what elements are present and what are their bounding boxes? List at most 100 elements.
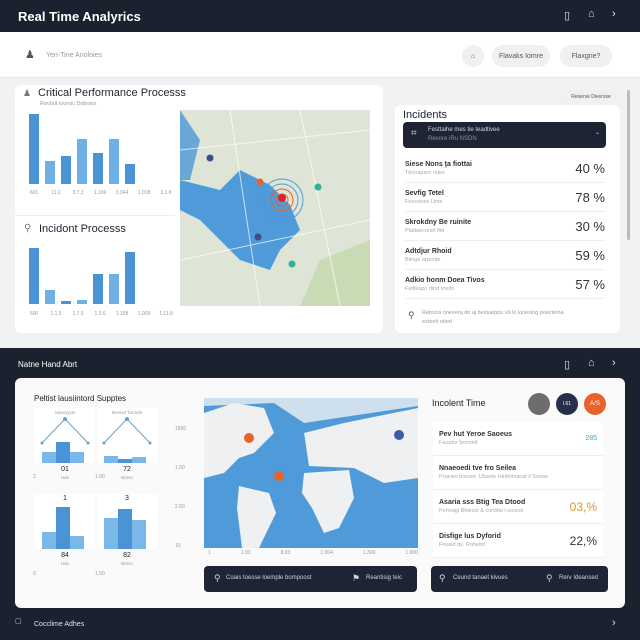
mini-label: Sassoyyts: [54, 410, 76, 415]
y-tick: 1.00: [175, 465, 185, 471]
bar: [118, 509, 132, 549]
bar: [125, 164, 135, 184]
avatar-initials[interactable]: l.61: [556, 393, 578, 415]
bar: [42, 532, 56, 549]
row-value: 22,%: [569, 533, 597, 548]
map-marker[interactable]: [394, 430, 404, 440]
alert-marker[interactable]: [278, 194, 286, 202]
mini-chart: 3 82 Bnsro: [97, 494, 157, 566]
incident-row[interactable]: Skrokdny Be ruinite Plattaeconel Ifid 30 %: [405, 212, 605, 241]
bar: [118, 459, 132, 463]
row-text: Nnaeoedi tve fro Seilea Praeles bouset. U…: [439, 465, 548, 480]
incident-row[interactable]: Adkio honm Doea Tivos Feltikapo dind toed…: [405, 270, 605, 299]
x-tick: 1.300: [362, 550, 376, 556]
row-text: Siese Nons ţa fiottai Tknoaparo rides: [405, 161, 472, 176]
time-footer-left: Ceund tanaet kivues: [453, 575, 508, 581]
incidents-card: Incidents ⌗ Festtaihe mes tie teadtivee …: [395, 105, 620, 333]
world-x-axis: 1 1.03 8.93 1.004 1.300 1.900: [208, 550, 418, 556]
trend-line: [102, 417, 152, 445]
avatar[interactable]: [528, 393, 550, 415]
row-text: Pev hut Yeroe Saoeus Fauptor bnomtif: [439, 431, 512, 446]
bar: [61, 156, 71, 184]
mini-chart: Bresvd Tunnde 72 Bnsro: [97, 408, 157, 480]
incident-time-title: Incolent Time: [432, 398, 486, 408]
bar: [132, 519, 146, 549]
incident-process-ticks: 600 1.1.5 1.7.5 1.3.6 1.108 1.009 1.11.8: [26, 311, 174, 317]
map-marker[interactable]: [244, 433, 254, 443]
sub-header: ♟ Yen-Tine Anoloies ⌂ Flavaks Iomre Flax…: [0, 32, 640, 78]
tick-label: 600: [29, 311, 39, 317]
incident-time-row[interactable]: Disfige lus Dyforid Fesaid qs. Roheitd 22,…: [433, 524, 603, 558]
side-tick: 1.00: [95, 474, 105, 480]
world-footer-bar[interactable]: ⚲ Coais toesse loemple bompoost ⚑ Reanti…: [204, 566, 417, 592]
side-tick: 0: [33, 571, 36, 577]
avatar-initials-orange[interactable]: A/S: [584, 393, 606, 415]
incident-dropdown[interactable]: ⌗ Festtaihe mes tie teadtivee Revore iRu…: [403, 122, 606, 148]
row-text: Adkio honm Doea Tivos Feltikapo dind toed…: [405, 277, 485, 292]
x-tick: 1.900: [405, 550, 418, 556]
bar: [104, 517, 118, 549]
incident-row[interactable]: Siese Nons ţa fiottai Tknoaparo rides 40 %: [405, 154, 605, 183]
performance-bar-chart: [29, 114, 135, 184]
bar: [93, 273, 103, 304]
home-icon[interactable]: ⌂: [588, 357, 595, 369]
subheader-button-1[interactable]: Flavaks Iomre: [492, 45, 550, 67]
incident-list: Siese Nons ţa fiottai Tknoaparo rides 40 %…: [405, 154, 605, 299]
row-value: 57 %: [575, 276, 605, 292]
user-icon: ♟: [25, 49, 35, 61]
map-marker[interactable]: [256, 178, 264, 186]
map-marker[interactable]: [206, 154, 214, 162]
reserve-button[interactable]: Reserve Diversse: [562, 90, 620, 103]
chevron-right-icon[interactable]: ›: [612, 357, 616, 369]
bar: [77, 299, 87, 304]
row-name: Adkio honm Doea Tivos: [405, 276, 485, 284]
row-value: 03,%: [569, 499, 597, 514]
bar: [29, 248, 39, 304]
home-icon[interactable]: ⌂: [588, 8, 595, 20]
bar: [61, 300, 71, 304]
incident-time-row[interactable]: Asaria sss Btig Tea Dtood Pehnagi Bloesst…: [433, 490, 603, 524]
chevron-right-icon[interactable]: ›: [612, 617, 616, 629]
scrollbar[interactable]: [627, 90, 630, 240]
tick-label: 1.018: [137, 190, 151, 196]
overview-section: ♟ Critical Performance Processs Rovbut i…: [0, 78, 640, 348]
mini-top: 1: [63, 495, 67, 502]
map-marker[interactable]: [274, 471, 284, 481]
mini-sub: Hdo: [60, 475, 70, 480]
map-marker[interactable]: [288, 260, 296, 268]
row-text: Sevfig Tetel Feocoees Lims: [405, 190, 444, 205]
x-tick: 1.03: [240, 550, 251, 556]
pin-icon: ⚲: [546, 573, 553, 583]
row-sub: Pehnagi Bloesst & contifal l soocol: [439, 508, 524, 514]
incident-row[interactable]: Adtdjur Rhoid Blinge arponte 59 %: [405, 241, 605, 270]
mini-value: 01: [61, 466, 69, 473]
bar: [70, 451, 84, 463]
bar: [56, 507, 70, 549]
chart-icon: ♟: [23, 88, 32, 98]
map-marker[interactable]: [314, 183, 322, 191]
incident-map[interactable]: [180, 110, 370, 306]
mini-sub: Hdo: [60, 561, 70, 566]
tablet-icon[interactable]: ▯: [564, 10, 571, 22]
incident-time-row[interactable]: Nnaeoedi tve fro Seilea Praeles bouset. U…: [433, 456, 603, 490]
home-button[interactable]: ⌂: [462, 45, 484, 67]
incident-time-row[interactable]: Pev hut Yeroe Saoeus Fauptor bnomtif 285: [433, 422, 603, 456]
row-name: Disfige lus Dyforid: [439, 533, 501, 540]
chevron-right-icon[interactable]: ›: [612, 8, 616, 20]
x-tick: 8.93: [280, 550, 291, 556]
pin-icon: ⚲: [214, 573, 221, 583]
pin-icon: ⚲: [408, 310, 415, 320]
row-name: Siese Nons ţa fiottai: [405, 160, 472, 168]
subheader-button-2[interactable]: Flaxgne?: [560, 45, 612, 67]
tablet-icon[interactable]: ▯: [564, 359, 571, 371]
map-marker[interactable]: [254, 233, 262, 241]
incident-time-footer-bar[interactable]: ⚲ Ceund tanaet kivues ⚲ Rerv Ideansed: [431, 566, 608, 592]
row-text: Adtdjur Rhoid Blinge arponte: [405, 248, 452, 263]
bar: [109, 138, 119, 184]
chevron-down-icon: ⌄: [595, 130, 601, 136]
incident-row[interactable]: Sevfig Tetel Feocoees Lims 78 %: [405, 183, 605, 212]
row-sub: Feltikapo dind toedo: [405, 285, 455, 292]
supplies-title: Peltist lausiintord Supptes: [34, 394, 127, 403]
world-map[interactable]: [204, 398, 418, 548]
bar: [132, 456, 146, 463]
